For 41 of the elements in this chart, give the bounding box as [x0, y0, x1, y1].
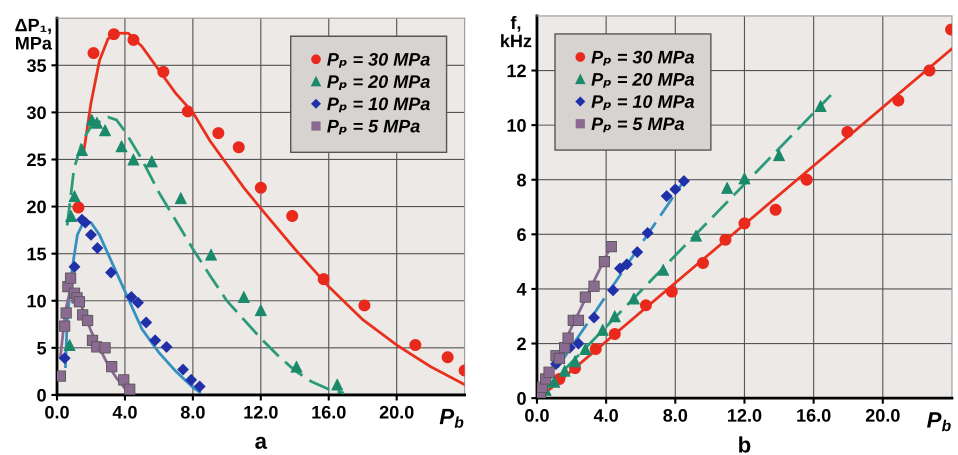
- y-tick-label: 35: [26, 59, 46, 72]
- y-tick-label: 0: [37, 388, 46, 402]
- y-tick-label: 25: [27, 153, 46, 166]
- y-tick-label: 20: [27, 200, 46, 214]
- x-axis-title: P$_{b}$: [927, 412, 951, 432]
- y-tick-label: 15: [28, 248, 46, 260]
- y-tick-label: 6: [517, 228, 526, 242]
- y-axis-title: f, kHz: [501, 16, 532, 48]
- legend-label: Pₚ = 5 MPa: [327, 120, 420, 135]
- text: a: [255, 436, 268, 449]
- y-axis-title: ΔP₁, MPa: [15, 18, 52, 50]
- legend-label: Pₚ = 5 MPa: [591, 118, 684, 132]
- legend-label: Pₚ = 10 MPa: [591, 95, 694, 110]
- x-tick-label: 0.0: [525, 409, 549, 422]
- x-tick-label: 12.0: [728, 409, 762, 422]
- x-axis-title: P$_{b}$: [440, 408, 464, 428]
- y-tick-label: 30: [26, 106, 46, 120]
- x-tick-label: 20.0: [866, 409, 900, 422]
- y-tick-label: 0: [517, 392, 526, 405]
- x-tick-label: 12.0: [244, 406, 278, 419]
- legend-label: Pₚ = 20 MPa: [327, 75, 430, 90]
- x-tick-label: 0.0: [45, 406, 69, 419]
- y-tick-label: 5: [37, 342, 46, 355]
- y-tick-label: 8: [517, 174, 526, 186]
- y-tick-label: 10: [508, 119, 526, 132]
- x-tick-label: 8.0: [180, 406, 205, 419]
- y-tick-label: 2: [517, 337, 526, 350]
- x-tick-label: 16.0: [797, 409, 830, 422]
- x-tick-label: 8.0: [663, 409, 688, 422]
- legend-label: Pₚ = 20 MPa: [591, 72, 694, 88]
- x-tick-label: 4.0: [594, 409, 618, 422]
- x-tick-label: 20.0: [380, 406, 414, 419]
- legend-label: Pₚ = 30 MPa: [591, 50, 694, 66]
- y-tick-label: 4: [516, 283, 526, 296]
- legend-label: Pₚ = 10 MPa: [327, 97, 430, 112]
- x-tick-label: 4.0: [112, 406, 137, 419]
- text: b: [739, 436, 750, 453]
- y-tick-label: 12: [508, 64, 526, 78]
- legend-label: Pₚ = 30 MPa: [327, 52, 430, 68]
- y-tick-label: 10: [28, 294, 46, 308]
- x-tick-label: 16.0: [312, 406, 346, 419]
